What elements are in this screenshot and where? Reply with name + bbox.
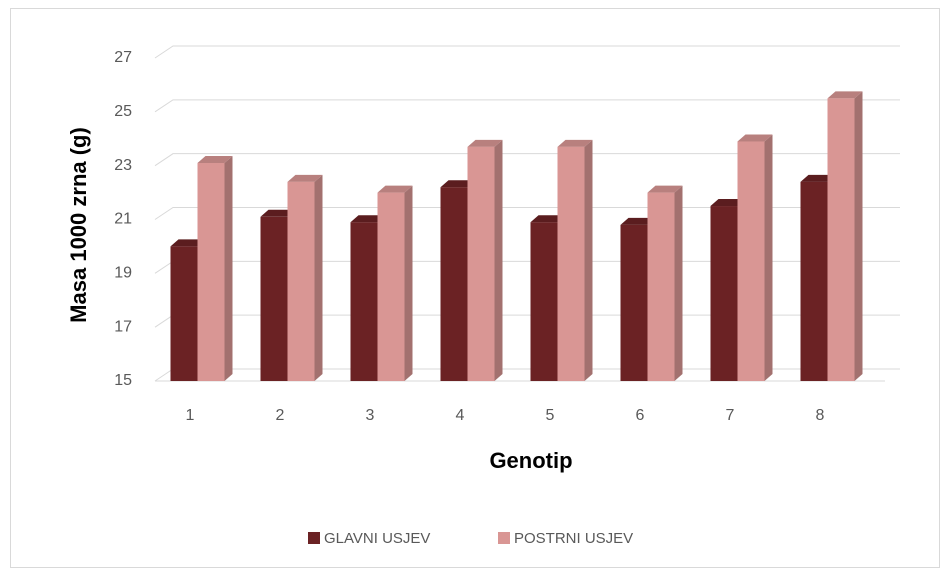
x-tick-label: 5 — [546, 407, 555, 424]
bar — [557, 146, 585, 381]
bar — [350, 222, 378, 381]
bar — [377, 192, 405, 381]
bar-side — [224, 155, 233, 381]
bar-side — [854, 91, 863, 381]
y-axis-title: Masa 1000 zrna (g) — [66, 127, 91, 323]
bar-top — [377, 185, 413, 193]
bar — [440, 187, 468, 381]
bar-top — [530, 215, 566, 223]
x-tick-label: 4 — [456, 407, 465, 424]
grid-line — [154, 45, 900, 59]
x-tick-label: 3 — [366, 407, 375, 424]
bar — [170, 246, 198, 381]
bar-top — [827, 91, 863, 99]
bar-top — [350, 215, 386, 223]
bar-top — [647, 185, 683, 193]
bar-top — [260, 209, 296, 217]
grid-line — [154, 153, 900, 167]
bar-side — [404, 185, 413, 381]
bar — [467, 146, 495, 381]
bar-top — [557, 139, 593, 147]
legend-label: GLAVNI USJEV — [324, 530, 430, 547]
bar-top — [197, 155, 233, 163]
bar-top — [440, 180, 476, 188]
y-tick-label: 19 — [114, 265, 132, 282]
bar — [287, 181, 315, 381]
legend-swatch — [308, 532, 320, 544]
bar — [260, 216, 288, 381]
bar — [197, 162, 225, 381]
bar-top — [737, 134, 773, 142]
y-tick-label: 25 — [114, 103, 132, 120]
y-tick-label: 15 — [114, 372, 132, 389]
bar — [530, 222, 558, 381]
bar — [620, 224, 648, 381]
x-tick-label: 6 — [636, 407, 645, 424]
bar-top — [287, 174, 323, 182]
x-axis-title: Genotip — [489, 448, 572, 473]
bar-side — [314, 174, 323, 381]
bar — [647, 192, 675, 381]
bar — [737, 141, 765, 381]
y-tick-label: 27 — [114, 49, 132, 66]
x-tick-label: 7 — [726, 407, 735, 424]
bar-top — [467, 139, 503, 147]
bar-side — [584, 139, 593, 381]
bar-top — [620, 217, 656, 225]
legend-label: POSTRNI USJEV — [514, 530, 633, 547]
bar-top — [710, 199, 746, 207]
x-tick-label: 2 — [276, 407, 285, 424]
bar-side — [764, 134, 773, 381]
bar-top — [170, 239, 206, 247]
bar-side — [494, 139, 503, 381]
bar — [800, 181, 828, 381]
bar-side — [674, 185, 683, 381]
bar — [710, 206, 738, 381]
grid-line — [154, 99, 900, 113]
x-tick-label: 8 — [816, 407, 825, 424]
y-tick-label: 21 — [114, 211, 132, 228]
bar-top — [800, 174, 836, 182]
bar — [827, 98, 855, 381]
legend-swatch — [498, 532, 510, 544]
y-tick-label: 23 — [114, 157, 132, 174]
y-tick-label: 17 — [114, 318, 132, 335]
x-tick-label: 1 — [186, 407, 195, 424]
